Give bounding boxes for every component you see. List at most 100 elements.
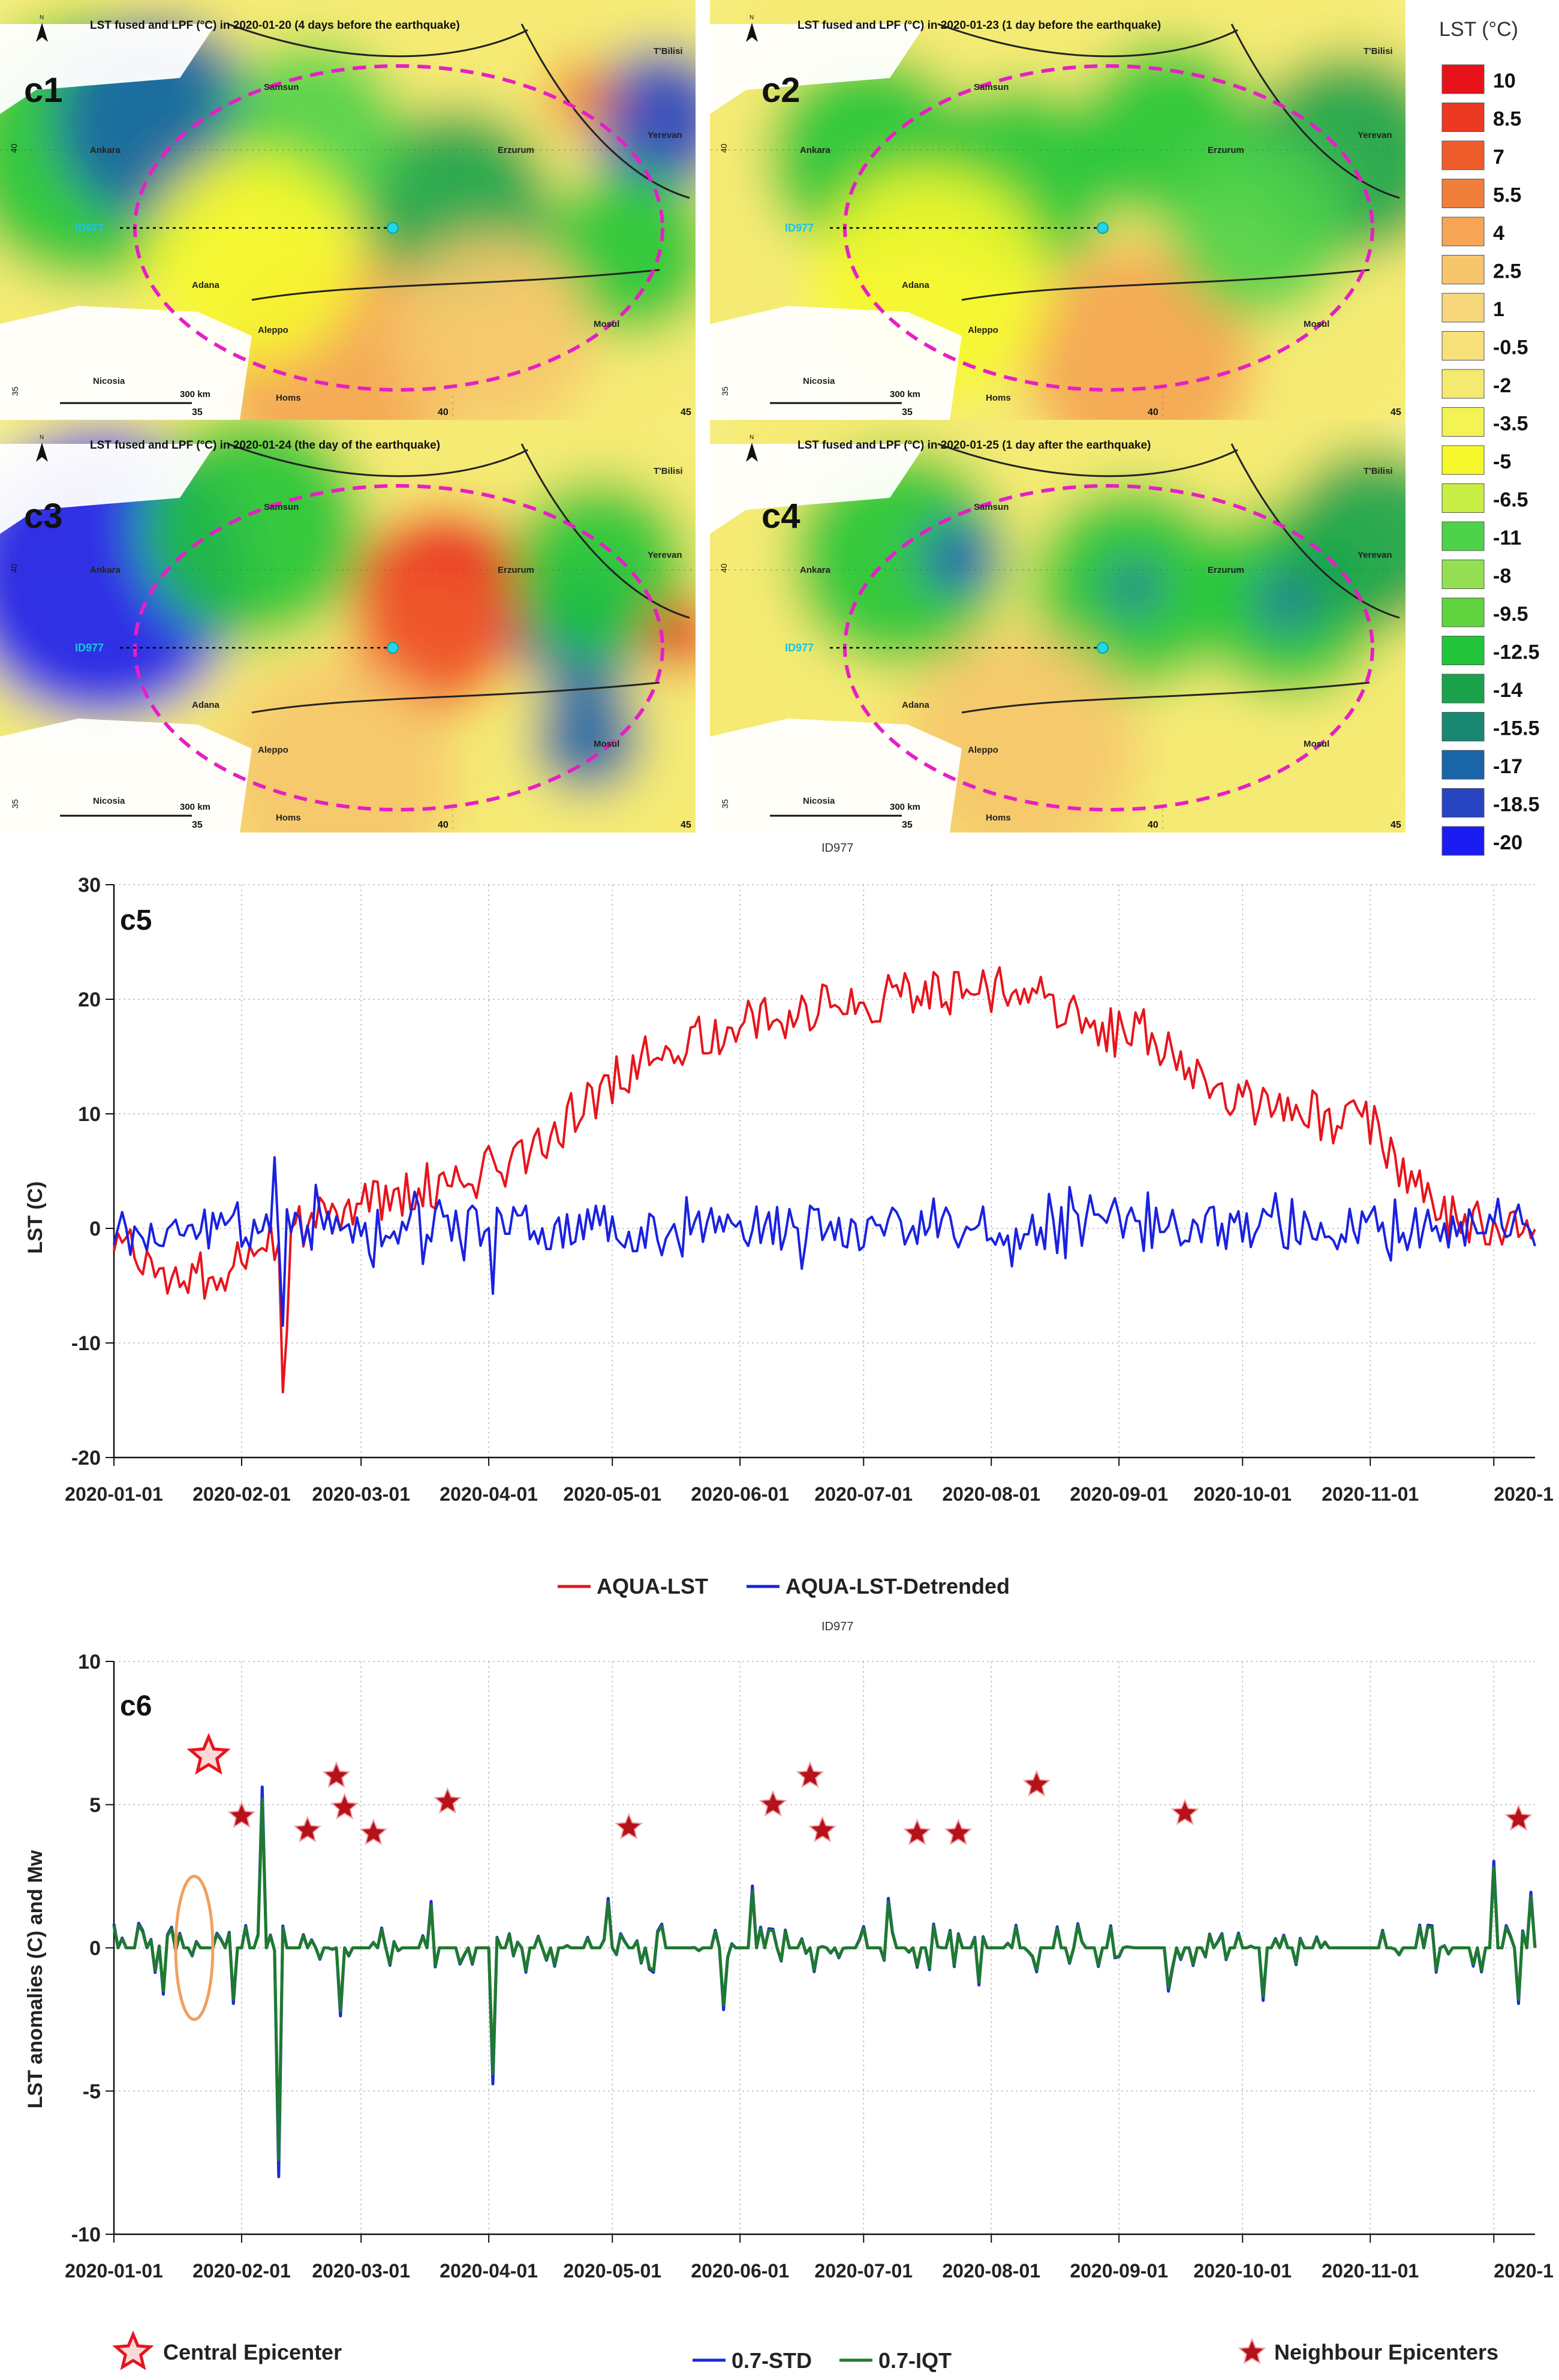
north-label: N: [750, 14, 754, 21]
x-tick-label: 2020-08-01: [942, 2260, 1040, 2282]
north-label: N: [40, 14, 44, 21]
y-tick-label: 20: [78, 988, 101, 1011]
neighbour-epicenter-star: [227, 1801, 256, 1828]
city-label: Samsun: [264, 82, 299, 92]
c6-panel-label: c6: [120, 1690, 152, 1722]
city-label: Adana: [192, 280, 220, 290]
legend-swatch: [1441, 369, 1485, 399]
border-line: [1230, 23, 1400, 199]
y-tick-label: 10: [78, 1103, 101, 1126]
y-tick-label: -5: [83, 2080, 101, 2103]
x-tick-label: 2020-01-01: [65, 2260, 163, 2282]
x-tick-label: 2020-1: [1494, 1483, 1554, 1505]
chart-c5: 30 20 10 0 -10 -20 2020-01-01 2020-02-01 2020-03…: [24, 874, 1554, 1598]
x-tick-label: 2020-03-01: [312, 1483, 410, 1505]
city-label: Aleppo: [258, 745, 288, 755]
lon-tick-label: 40: [1148, 820, 1158, 830]
coast-line: [937, 443, 1238, 477]
sea-region: [710, 24, 926, 114]
station-label: ID977: [75, 222, 104, 234]
legend-swatch: [1441, 560, 1485, 589]
legend-label: -5: [1493, 450, 1511, 473]
x-tick-label: 2020-04-01: [440, 2260, 538, 2282]
lst-region: [1106, 561, 1160, 615]
scale-label: 300 km: [890, 802, 920, 812]
border-line: [1230, 443, 1400, 619]
legend-swatch: [1441, 103, 1485, 132]
x-tick-label: 2020-04-01: [440, 1483, 538, 1505]
legend-label: -18.5: [1493, 794, 1540, 816]
epicenter-marker: [1097, 642, 1109, 654]
legend-label: 8.5: [1493, 108, 1521, 131]
scale-label: 300 km: [180, 802, 210, 812]
legend-label: -20: [1493, 831, 1522, 854]
y-tick-label: 30: [78, 874, 101, 897]
lst-region: [791, 450, 1007, 666]
legend-label: -8: [1493, 565, 1511, 588]
x-tick-label: 2020-10-01: [1193, 2260, 1292, 2282]
lst-region: [899, 630, 1139, 833]
lon-tick-label: 35: [192, 820, 203, 830]
legend-label: -2: [1493, 374, 1511, 397]
c5-ylabel: LST (C): [24, 1182, 47, 1254]
city-label: Nicosia: [93, 376, 125, 386]
city-label: Ankara: [800, 145, 831, 155]
legend-swatch: [1441, 293, 1485, 323]
city-label: Nicosia: [93, 796, 125, 806]
city-label: Erzurum: [1208, 565, 1244, 575]
sea-region: [710, 306, 962, 420]
legend-label: -15.5: [1493, 717, 1540, 740]
neighbour-epicenter-star: [796, 1761, 824, 1788]
legend-label: 2.5: [1493, 260, 1521, 283]
x-tick-label: 2020-09-01: [1070, 2260, 1168, 2282]
x-tick-label: 2020-06-01: [691, 1483, 789, 1505]
scale-label: 300 km: [180, 389, 210, 399]
map-panel-c1: [0, 0, 696, 420]
border-line: [961, 269, 1370, 301]
legend-label: -6.5: [1493, 489, 1528, 512]
series-07-iqt: [112, 1797, 1537, 2162]
legend-swatch: [1441, 64, 1485, 94]
legend-label: -3.5: [1493, 413, 1528, 435]
border-line: [251, 681, 660, 714]
series-aqua-lst: [113, 966, 1536, 1394]
map-panel-c3: [0, 420, 696, 833]
c6-ylabel: LST anomalies (C) and Mw: [24, 1850, 47, 2108]
city-label: Mosul: [594, 739, 619, 749]
c5-panel-label: c5: [120, 904, 152, 936]
lst-region: [534, 684, 642, 792]
sea-region: [0, 24, 216, 114]
neighbour-epicenter-star: [1170, 1798, 1199, 1826]
map-panel-c4: [710, 420, 1405, 833]
x-tick-label: 2020-05-01: [563, 1483, 661, 1505]
city-label: T'Bilisi: [654, 46, 683, 56]
lat-tick-label: 40: [719, 563, 729, 573]
neighbour-epicenter-star: [359, 1818, 388, 1846]
lon-tick-label: 35: [192, 407, 203, 417]
panel-label-c4: c4: [762, 497, 800, 536]
legend-swatch: [1441, 826, 1485, 856]
border-line: [961, 681, 1370, 714]
anomaly-highlight-ellipse: [174, 1874, 215, 2021]
sea-region: [0, 306, 252, 420]
legend-swatch: [1441, 407, 1485, 437]
legend-label: -0.5: [1493, 336, 1528, 359]
y-tick-label: -10: [71, 1332, 101, 1355]
panel-label-c2: c2: [762, 71, 800, 110]
legend-label-detrended: AQUA-LST-Detrended: [785, 1574, 1010, 1598]
y-tick-label: 0: [89, 1937, 101, 1960]
map-footer-label: ID977: [821, 842, 853, 855]
legend-label: -12.5: [1493, 641, 1540, 664]
epicenter-marker: [1097, 222, 1109, 234]
panel-label-c3: c3: [24, 497, 63, 536]
north-arrow-icon: [746, 443, 758, 462]
legend-label-central-epicenter: Central Epicenter: [163, 2340, 342, 2364]
lon-tick-label: 45: [1391, 407, 1401, 417]
station-label: ID977: [785, 222, 814, 234]
x-tick-label: 2020-1: [1494, 2260, 1554, 2282]
map-labels: Samsun Ankara Erzurum Yerevan T'Bilisi Adana A…: [9, 14, 1401, 830]
y-tick-label: 0: [89, 1218, 101, 1240]
legend-neighbour-epicenter-icon: [1238, 2337, 1266, 2364]
city-label: Ankara: [90, 565, 121, 575]
legend-label: -11: [1493, 527, 1521, 549]
